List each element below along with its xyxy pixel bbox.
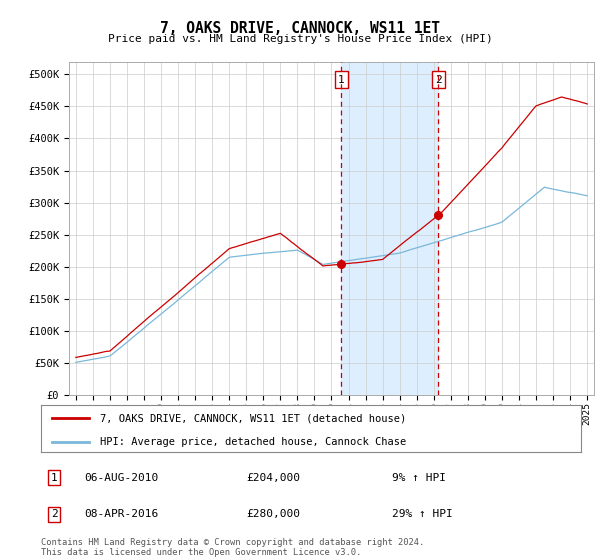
Text: £280,000: £280,000 [246,509,300,519]
Text: 1: 1 [51,473,58,483]
Bar [341,62,439,395]
Text: 06-AUG-2010: 06-AUG-2010 [84,473,158,483]
Text: 29% ↑ HPI: 29% ↑ HPI [392,509,452,519]
Text: 9% ↑ HPI: 9% ↑ HPI [392,473,446,483]
Text: Price paid vs. HM Land Registry's House Price Index (HPI): Price paid vs. HM Land Registry's House … [107,34,493,44]
Text: HPI: Average price, detached house, Cannock Chase: HPI: Average price, detached house, Cann… [100,437,406,447]
Text: £204,000: £204,000 [246,473,300,483]
Text: 08-APR-2016: 08-APR-2016 [84,509,158,519]
Text: Contains HM Land Registry data © Crown copyright and database right 2024.
This d: Contains HM Land Registry data © Crown c… [41,538,424,557]
Text: 2: 2 [435,74,442,85]
Text: 7, OAKS DRIVE, CANNOCK, WS11 1ET: 7, OAKS DRIVE, CANNOCK, WS11 1ET [160,21,440,36]
Text: 1: 1 [338,74,345,85]
Text: 2: 2 [51,509,58,519]
Text: 7, OAKS DRIVE, CANNOCK, WS11 1ET (detached house): 7, OAKS DRIVE, CANNOCK, WS11 1ET (detach… [100,413,406,423]
